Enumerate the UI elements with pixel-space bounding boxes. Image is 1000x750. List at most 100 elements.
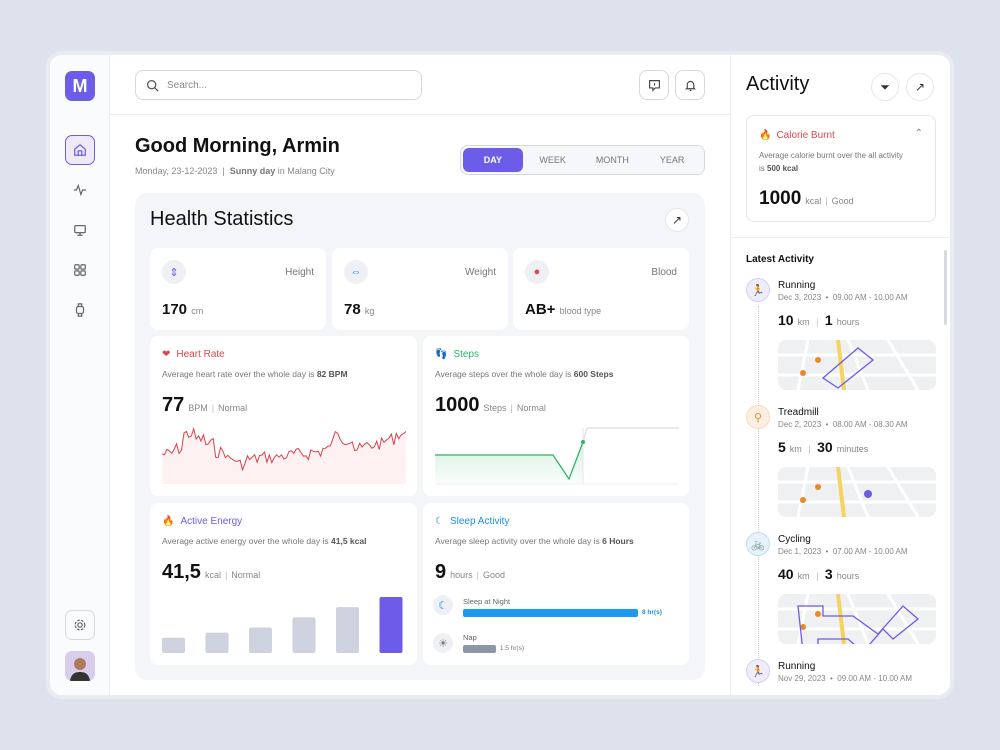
activity-name: Running <box>778 280 816 291</box>
gear-icon <box>74 619 86 631</box>
active-energy-card[interactable]: 🔥 Active Energy Average active energy ove… <box>150 503 417 665</box>
nap-label: Nap <box>463 633 477 642</box>
filter-icon: ⏷ <box>880 79 890 94</box>
nav-home[interactable] <box>65 135 95 165</box>
sleep-night-bar <box>463 609 638 617</box>
activity-date: Dec 2, 2023 • 08.00 AM - 08.30 AM <box>778 420 908 429</box>
heart-rate-area <box>162 428 406 484</box>
height-label: Height <box>285 267 314 278</box>
steps-card[interactable]: 👣 Steps Average steps over the whole day … <box>423 336 689 496</box>
heart-rate-card[interactable]: ❤ Heart Rate Average heart rate over the … <box>150 336 417 496</box>
weight-label: Weight <box>465 267 496 278</box>
card-title: Heart Rate <box>176 349 225 360</box>
chevron-up-icon[interactable]: ⌃ <box>914 128 923 139</box>
sleep-value: 9 hours | Good <box>435 561 506 583</box>
activity-date: Dec 1, 2023 • 07.00 AM - 10.00 AM <box>778 547 908 556</box>
settings-button[interactable] <box>65 610 95 640</box>
nav-monitor[interactable] <box>65 215 95 245</box>
route-map[interactable] <box>778 340 936 390</box>
energy-bar <box>379 597 403 653</box>
sidebar: M <box>50 55 110 695</box>
card-description: Average calorie burnt over the all activ… <box>759 151 903 173</box>
logo: M <box>65 71 95 101</box>
tab-year[interactable]: YEAR <box>659 155 685 165</box>
grid-icon <box>74 264 86 276</box>
height-icon: ⇕ <box>162 260 186 284</box>
activity-stats: 40 km | 3 hours <box>778 566 860 582</box>
scrollbar[interactable] <box>944 250 947 325</box>
pulse-icon <box>73 183 87 197</box>
flame-icon: 🔥 <box>162 516 175 527</box>
nav-activity[interactable] <box>65 175 95 205</box>
moon-icon: ☾ <box>435 516 444 527</box>
expand-button[interactable]: ↗ <box>665 208 689 232</box>
running-icon: 🏃 <box>746 659 770 683</box>
arrow-up-right-icon: ↗ <box>914 80 926 94</box>
height-card: ⇕ Height 170 cm <box>150 248 326 330</box>
nap-bar <box>463 645 496 653</box>
calorie-burnt-card[interactable]: 🔥 Calorie Burnt ⌃ Average calorie burnt o… <box>746 115 936 222</box>
watch-icon <box>75 303 85 317</box>
search-input[interactable]: Search... <box>135 70 422 100</box>
heart-rate-line <box>162 427 406 472</box>
energy-bar <box>249 627 272 653</box>
nap-value: 1.5 hr(s) <box>499 645 525 652</box>
energy-bar <box>336 607 359 653</box>
activity-date: Nov 29, 2023 • 09.00 AM - 10.00 AM <box>778 674 913 683</box>
card-title: Sleep Activity <box>449 516 510 527</box>
search-icon <box>146 79 159 92</box>
steps-chart <box>435 427 679 485</box>
height-value: 170 cm <box>162 301 204 318</box>
card-description: Average active energy over the whole day… <box>162 536 367 546</box>
search-placeholder: Search... <box>167 79 208 91</box>
card-description: Average heart rate over the whole day is… <box>162 369 348 379</box>
tab-week[interactable]: WEEK <box>539 155 566 165</box>
heart-icon: ❤ <box>162 349 171 360</box>
weight-value: 78 kg <box>344 301 375 318</box>
cycling-icon: 🚲 <box>746 532 770 556</box>
activity-title: Activity <box>746 73 810 95</box>
sleep-card[interactable]: ☾ Sleep Activity Average sleep activity o… <box>423 503 689 665</box>
app-window: M Search... Good Morning, Armin Monday, … <box>50 55 950 695</box>
activity-name: Cycling <box>778 534 811 545</box>
feedback-button[interactable] <box>639 70 669 100</box>
footprints-icon: 👣 <box>435 349 448 360</box>
blood-card: ● Blood AB+ blood type <box>513 248 689 330</box>
energy-value: 41,5 kcal | Normal <box>162 561 261 583</box>
topbar: Search... <box>110 55 730 115</box>
flame-icon: 🔥 <box>759 130 772 141</box>
arrow-up-right-icon: ↗ <box>671 213 683 227</box>
route-map[interactable] <box>778 467 936 517</box>
health-statistics: Health Statistics ↗ ⇕ Height 170 cm ⇔ We… <box>135 193 705 680</box>
steps-value: 1000 Steps | Normal <box>435 394 546 416</box>
filter-button[interactable]: ⏷ <box>871 73 899 101</box>
avatar[interactable] <box>65 651 95 681</box>
main-content: Search... Good Morning, Armin Monday, 23… <box>110 55 730 695</box>
blood-value: AB+ blood type <box>525 301 602 318</box>
home-icon <box>74 143 86 156</box>
expand-activity-button[interactable]: ↗ <box>906 73 934 101</box>
tab-day[interactable]: DAY <box>463 148 523 172</box>
blood-drop-icon: ● <box>525 260 549 284</box>
sleep-night-value: 8 hr(s) <box>642 609 662 616</box>
route-map[interactable] <box>778 594 936 644</box>
heart-rate-value: 77 BPM | Normal <box>162 394 248 416</box>
date-weather: Monday, 23-12-2023 | Sunny day in Malang… <box>135 166 335 176</box>
nav-watch[interactable] <box>65 295 95 325</box>
sleep-night-label: Sleep at Night <box>463 597 511 606</box>
activity-stats: 10 km | 1 hours <box>778 312 860 328</box>
activity-name: Running <box>778 661 816 672</box>
activity-stats: 5 km | 30 minutes <box>778 439 869 455</box>
nav-apps[interactable] <box>65 255 95 285</box>
tab-month[interactable]: MONTH <box>595 155 629 165</box>
energy-bar <box>162 637 185 653</box>
latest-activity: Latest Activity 🏃 Running Dec 3, 2023 • … <box>731 237 950 695</box>
activity-panel: Activity ⏷ ↗ 🔥 Calorie Burnt ⌃ Average ca… <box>730 55 950 695</box>
notification-button[interactable] <box>675 70 705 100</box>
monitor-icon <box>74 225 86 236</box>
card-title: Steps <box>453 349 480 360</box>
period-selector: DAY WEEK MONTH YEAR <box>460 145 705 175</box>
sun-icon: ☀ <box>433 633 453 653</box>
heart-rate-chart <box>162 427 406 484</box>
running-icon: 🏃 <box>746 278 770 302</box>
